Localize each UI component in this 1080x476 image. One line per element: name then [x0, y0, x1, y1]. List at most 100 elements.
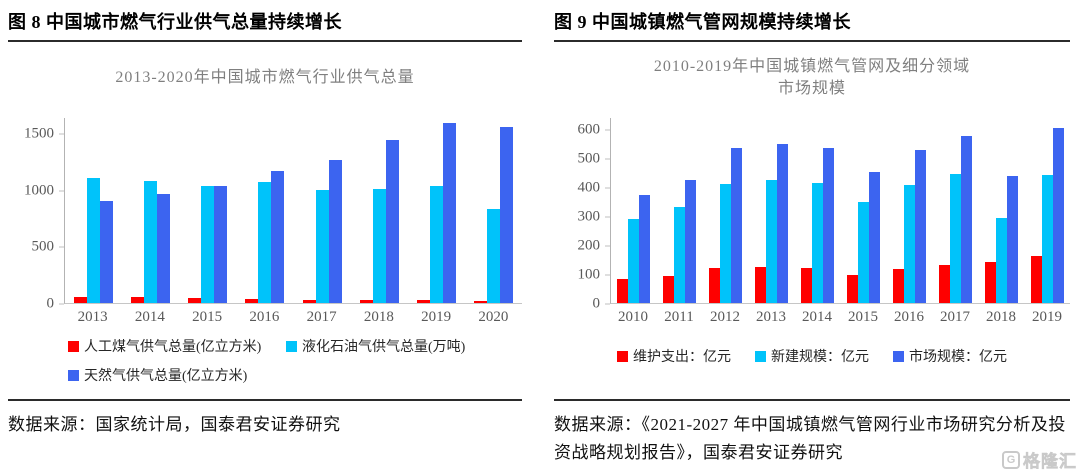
bar — [1052, 127, 1064, 303]
legend-label: 天然气供气总量(亿立方米) — [84, 369, 248, 384]
x-tick-label: 2012 — [710, 309, 740, 325]
bar-group — [932, 118, 978, 303]
bar — [499, 127, 513, 303]
y-tick-label: 500 — [31, 238, 55, 255]
y-tick-label: 500 — [577, 150, 601, 167]
legend-swatch-icon — [617, 350, 628, 362]
x-tick-label: 2014 — [134, 309, 165, 325]
bar — [359, 300, 373, 303]
bar — [385, 140, 399, 303]
legend: 维护支出：亿元 新建规模：亿元 市场规模：亿元 — [554, 346, 1070, 366]
y-tick-label: 400 — [577, 179, 601, 196]
bar — [903, 185, 915, 303]
bar-group — [122, 118, 179, 303]
bar — [1030, 256, 1042, 303]
y-tick-label: 0 — [592, 295, 601, 312]
y-tick-mark — [59, 133, 64, 135]
bar — [857, 202, 869, 303]
y-tick-mark — [605, 274, 610, 276]
x-tick-label: 2014 — [802, 309, 832, 325]
bar — [315, 190, 329, 303]
bar — [258, 181, 272, 303]
legend-label: 人工煤气供气总量(亿立方米) — [84, 340, 262, 355]
bar — [372, 188, 386, 303]
legend-label: 液化石油气供气总量(万吨) — [302, 340, 466, 355]
bar — [100, 201, 114, 303]
bar — [812, 183, 824, 303]
x-tick-label: 2013 — [756, 309, 786, 325]
bar — [328, 160, 342, 303]
bar-group — [841, 118, 887, 303]
y-tick-mark — [605, 158, 610, 160]
bar-group — [749, 118, 795, 303]
bar — [720, 183, 732, 303]
legend-item: 液化石油气供气总量(万吨) — [286, 336, 504, 356]
y-axis: 0 100 200 300 400 500 600 — [554, 118, 610, 311]
legend-swatch-icon — [893, 350, 904, 362]
y-tick-label: 1500 — [24, 125, 54, 142]
y-tick-label: 1000 — [24, 182, 54, 199]
legend-item: 维护支出：亿元 — [617, 346, 731, 366]
y-tick-mark — [605, 187, 610, 189]
bar — [892, 268, 904, 303]
x-tick-label: 2019 — [421, 309, 452, 325]
legend-item: 市场规模：亿元 — [893, 346, 1007, 366]
y-tick-mark — [605, 245, 610, 247]
watermark-text: 格隆汇 — [1023, 452, 1077, 472]
bar — [201, 186, 215, 303]
x-tick-label: 2016 — [894, 309, 924, 325]
bar — [823, 147, 835, 303]
bar — [766, 180, 778, 303]
data-source-note: 数据来源：《2021-2027 年中国城镇燃气管网行业市场研究分析及投资战略规划… — [554, 399, 1070, 467]
bar — [188, 297, 202, 303]
x-tick-label: 2011 — [664, 309, 694, 325]
bar — [709, 268, 721, 303]
legend: 人工煤气供气总量(亿立方米) 液化石油气供气总量(万吨) 天然气供气总量(亿立方米) — [8, 336, 522, 385]
bar — [473, 301, 487, 303]
bar — [1006, 175, 1018, 303]
y-tick-mark — [605, 216, 610, 218]
bar-group — [408, 118, 465, 303]
plot-row: 0 100 200 300 400 500 600 — [554, 118, 1070, 311]
legend-swatch-icon — [755, 350, 766, 362]
bar — [416, 300, 430, 303]
bar — [801, 268, 813, 303]
bar — [245, 298, 259, 303]
figure-9-caption: 图 9 中国城镇燃气管网规模持续增长 — [554, 8, 1070, 42]
bar — [144, 181, 158, 303]
y-tick-label: 600 — [577, 121, 601, 138]
y-tick-label: 100 — [577, 266, 601, 283]
bar — [995, 218, 1007, 303]
legend-item: 天然气供气总量(亿立方米) — [68, 365, 286, 385]
bar — [868, 172, 880, 303]
y-tick-label: 0 — [46, 295, 55, 312]
legend-item: 新建规模：亿元 — [755, 346, 869, 366]
pipeline-network-chart: 2010-2019年中国城镇燃气管网及细分领域 市场规模 0 100 200 300 4… — [554, 54, 1070, 366]
bar — [949, 174, 961, 303]
bar — [685, 180, 697, 303]
bar — [87, 177, 101, 303]
bar — [157, 194, 171, 303]
x-axis-labels: 2010 2011 2012 2013 2014 2015 2016 2017 2018 2019 — [610, 309, 1070, 326]
bar — [960, 136, 972, 303]
bar — [674, 207, 686, 303]
bar — [302, 299, 316, 303]
city-gas-supply-chart: 2013-2020年中国城市燃气行业供气总量 0 500 1000 1500 2013… — [8, 54, 522, 385]
plot-area — [610, 118, 1070, 304]
x-tick-label: 2015 — [848, 309, 878, 325]
plot-row: 0 500 1000 1500 — [8, 118, 522, 311]
bar — [74, 296, 88, 303]
legend-label: 市场规模：亿元 — [909, 350, 1007, 365]
bar — [271, 171, 285, 303]
bar-group — [703, 118, 749, 303]
bar — [617, 279, 629, 303]
x-tick-label: 2017 — [940, 309, 970, 325]
x-tick-label: 2018 — [363, 309, 394, 325]
y-tick-label: 300 — [577, 208, 601, 225]
x-tick-label: 2013 — [77, 309, 108, 325]
bar-group — [978, 118, 1024, 303]
bar-group — [657, 118, 703, 303]
bar-group — [179, 118, 236, 303]
bar — [914, 150, 926, 303]
